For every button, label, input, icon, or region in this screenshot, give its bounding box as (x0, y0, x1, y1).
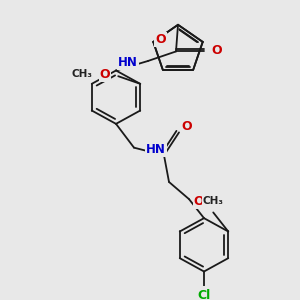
Text: CH₃: CH₃ (203, 196, 224, 206)
Text: O: O (182, 120, 192, 133)
Text: HN: HN (146, 143, 166, 156)
Text: Cl: Cl (197, 289, 211, 300)
Text: O: O (100, 68, 110, 81)
Text: O: O (194, 196, 204, 208)
Text: HN: HN (118, 56, 138, 69)
Text: O: O (155, 32, 166, 46)
Text: O: O (212, 44, 222, 57)
Text: CH₃: CH₃ (71, 69, 92, 79)
